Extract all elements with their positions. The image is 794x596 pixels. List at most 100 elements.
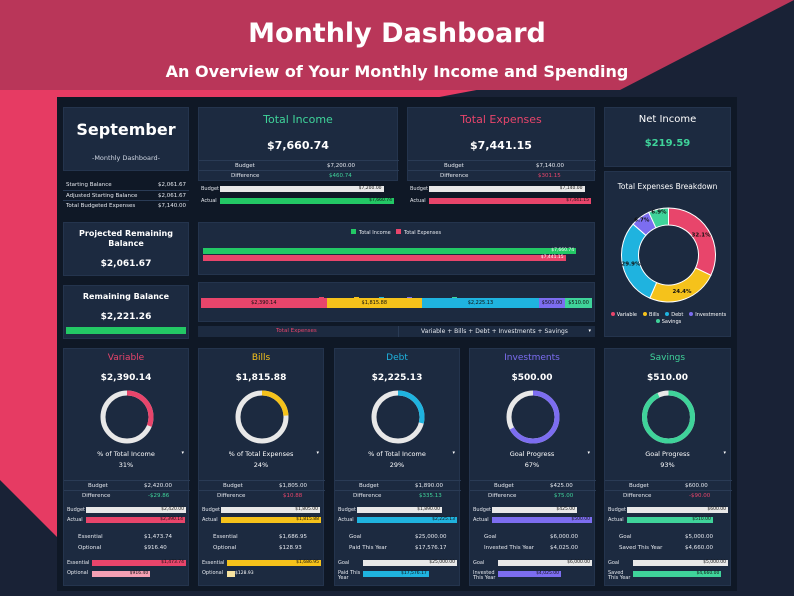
expenses-budget-bar: $7,140.00 [429, 186, 585, 192]
legend-item: Savings [655, 319, 681, 326]
budget-row: Budget $600.00 [605, 480, 732, 490]
expenses-budget-row: Budget $7,140.00 [408, 160, 596, 170]
category-metric-value: 93% [660, 461, 675, 469]
row-label: Saved This Year [619, 545, 663, 551]
detail-bar-1: $5,000.00 [633, 560, 728, 566]
row-label: Difference [231, 173, 260, 179]
detail-row-1: Goal $25,000.00 [335, 532, 461, 542]
category-value: $2,390.14 [100, 373, 152, 383]
row-label: Budget [235, 163, 255, 169]
month-card: September -Monthly Dashboard- [63, 107, 189, 171]
actual-bar: $2,225.13 [357, 517, 457, 523]
budget-row: Budget $1,805.00 [199, 480, 325, 490]
bar-label: Optional [67, 570, 89, 576]
row-label: Goal [619, 534, 632, 540]
chevron-down-icon[interactable]: ▾ [587, 450, 590, 456]
income-actual-bar: $7,660.74 [220, 198, 394, 204]
row-label: Budget [88, 483, 108, 489]
bar-label: Budget [608, 507, 626, 513]
row-label: Budget [629, 483, 649, 489]
breakdown-legend: Variable Bills Debt Investments Savings [605, 312, 732, 326]
expenses-title: Total Expenses [460, 113, 542, 126]
row-label: Paid This Year [349, 545, 387, 551]
bar-label: Budget [338, 507, 356, 513]
budget-row: Budget $1,890.00 [335, 480, 461, 490]
row-value: $7,140.00 [158, 203, 186, 209]
difference-row: Difference -$90.00 [605, 490, 732, 500]
expenses-breakdown-card: Total Expenses Breakdown 32.1% 24.4% 29.9%… [604, 171, 731, 337]
dashboard-board: September -Monthly Dashboard- Starting B… [57, 97, 737, 591]
category-metric-title: Goal Progress [509, 450, 555, 458]
table-row: Starting Balance $2,061.67 [63, 180, 189, 190]
donut-progress [642, 390, 695, 444]
legend-expenses: Total Expenses [396, 229, 441, 236]
chevron-down-icon[interactable]: ▾ [316, 450, 319, 456]
category-selector[interactable]: Total Expenses Variable + Bills + Debt +… [198, 326, 595, 337]
detail-row-2: Paid This Year $17,576.17 [335, 543, 461, 553]
dropdown-value: Variable + Bills + Debt + Investments + … [421, 328, 568, 335]
pie-label: 29.9% [621, 262, 641, 268]
row-label: Difference [82, 493, 111, 499]
row-value: $10.88 [283, 493, 303, 499]
bar-label: Goal [608, 560, 620, 566]
net-value: $219.59 [644, 138, 691, 149]
legend-income: Total Income [351, 229, 391, 236]
chevron-down-icon[interactable]: ▾ [181, 450, 184, 456]
bar-label: Actual [202, 517, 218, 523]
category-donut [642, 390, 695, 444]
month-name: September [76, 120, 176, 139]
remaining-progress-bar [66, 327, 186, 334]
bar-label: Goal [338, 560, 350, 566]
row-label: Difference [217, 493, 246, 499]
pie-label: 6.9% [651, 210, 667, 216]
category-metric-value: 24% [253, 461, 269, 469]
detail-bar-2: $916.40 [92, 571, 151, 577]
category-metric-title: % of Total Income [97, 450, 155, 458]
row-label: Goal [484, 534, 497, 540]
category-donut [100, 390, 154, 444]
legend-item: Variable [610, 312, 637, 319]
detail-row-2: Invested This Year $4,025.00 [470, 543, 596, 553]
budget-row: Budget $425.00 [470, 480, 596, 490]
selector-dropdown[interactable]: Variable + Bills + Debt + Investments + … [398, 326, 595, 337]
row-value: $1,805.00 [279, 483, 307, 489]
income-compare-bar: $7,660.74 [203, 248, 577, 254]
row-value: $5,000.00 [685, 534, 713, 540]
budget-bar: $600.00 [627, 507, 728, 513]
expenses-actual-bar: $7,441.15 [429, 198, 591, 204]
bar-label: Optional [202, 570, 224, 576]
category-metric-value: 29% [389, 461, 405, 469]
category-card-variable: Variable $2,390.14 % of Total Income ▾ 31% Bu… [63, 348, 190, 586]
row-value: -$29.86 [148, 493, 170, 499]
pie-slice-bills [649, 267, 712, 303]
breakdown-donut-chart: 32.1% 24.4% 29.9% 6.7%6.9% [621, 207, 716, 303]
row-value: $25,000.00 [415, 534, 447, 540]
category-title: Variable [107, 353, 145, 363]
row-value: $6,000.00 [550, 534, 578, 540]
budget-row: Budget $2,420.00 [64, 480, 190, 490]
row-value: $916.40 [144, 545, 167, 551]
bar-label: Paid This Year [338, 570, 361, 581]
bar-label: Budget [473, 507, 491, 513]
stacked-segment-variable: $2,390.14 [201, 298, 327, 308]
category-card-investments: Investments $500.00 Goal Progress ▾ 67% Budge… [469, 348, 596, 586]
row-label: Essential [213, 534, 238, 540]
row-label: Budget [359, 483, 379, 489]
row-label: Optional [78, 545, 102, 551]
total-expenses-card: Total Expenses $7,441.15 Budget $7,140.0… [407, 107, 596, 181]
chevron-down-icon[interactable]: ▾ [588, 328, 591, 334]
difference-row: Difference $75.00 [470, 490, 596, 500]
month-caption: -Monthly Dashboard- [91, 154, 161, 162]
chevron-down-icon[interactable]: ▾ [452, 450, 455, 456]
actual-bar: $2,390.14 [86, 517, 185, 523]
bar-label: Actual [201, 198, 217, 204]
category-title: Bills [251, 353, 271, 363]
chevron-down-icon[interactable]: ▾ [723, 450, 726, 456]
category-value: $1,815.88 [235, 373, 287, 383]
row-value: -$90.00 [689, 493, 711, 499]
bar-label: Saved This Year [608, 570, 631, 581]
bar-label: Actual [410, 198, 426, 204]
row-label: Starting Balance [66, 182, 112, 188]
